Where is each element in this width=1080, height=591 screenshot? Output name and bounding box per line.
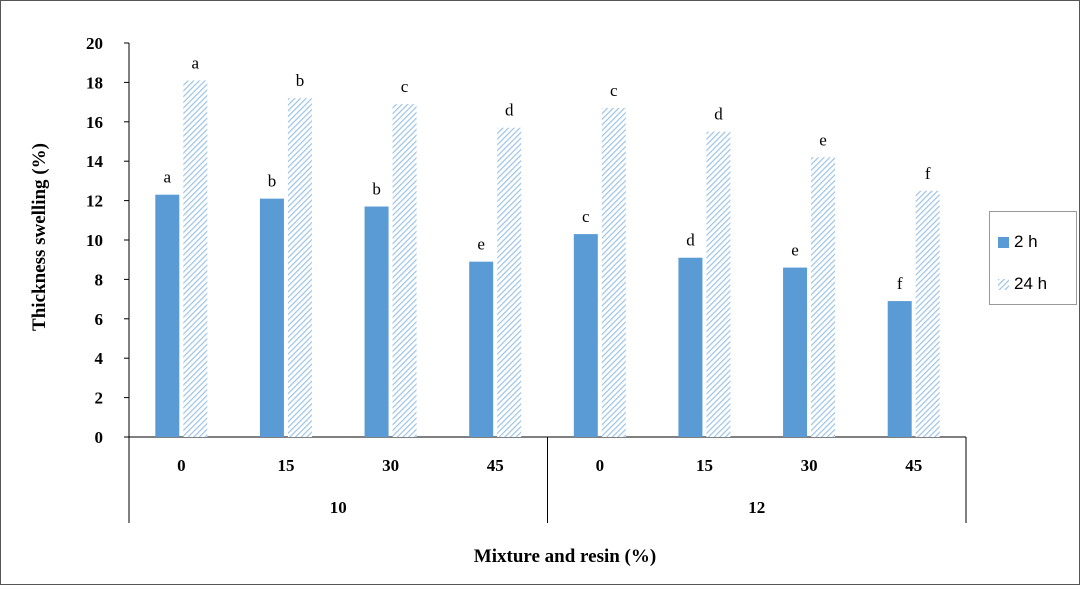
significance-letter: e <box>819 130 827 149</box>
x-tick-label: 45 <box>487 456 504 475</box>
significance-letter: f <box>897 274 903 293</box>
legend-item-2h: 2 h <box>998 232 1038 252</box>
significance-letter: d <box>686 231 695 250</box>
significance-letter: e <box>477 235 485 254</box>
legend-label-2h: 2 h <box>1014 232 1038 251</box>
axes: 0 2 4 6 8 10 12 14 16 18 20 0 15 30 45 0 15 30 45 10 12 <box>86 34 967 523</box>
y-tick-label: 18 <box>86 73 103 92</box>
y-tick-label: 16 <box>86 113 103 132</box>
bar-2h <box>783 267 808 437</box>
y-tick-label: 4 <box>95 349 104 368</box>
significance-letter: c <box>582 207 590 226</box>
bar-24h <box>601 108 626 437</box>
bar-2h <box>469 261 494 437</box>
significance-letter: b <box>296 71 305 90</box>
x-tick-label: 0 <box>596 456 605 475</box>
x-tick-label: 15 <box>277 456 294 475</box>
legend-swatch-24h <box>998 278 1009 290</box>
significance-letter: d <box>505 101 514 120</box>
x-tick-label: 0 <box>177 456 186 475</box>
bar-24h <box>287 98 312 437</box>
legend-label-24h: 24 h <box>1014 274 1048 293</box>
legend: 2 h 24 h <box>989 211 1077 305</box>
labels: a b b e c d e f a b c d c d e f <box>164 53 931 293</box>
bar-24h <box>497 127 522 438</box>
y-tick-label: 6 <box>95 310 104 329</box>
significance-letter: f <box>925 164 931 183</box>
significance-letter: c <box>401 77 409 96</box>
group-label: 10 <box>330 498 347 517</box>
group-label: 12 <box>748 498 765 517</box>
significance-letter: b <box>372 180 381 199</box>
bar-24h <box>706 131 731 437</box>
significance-letter: e <box>791 241 799 260</box>
x-tick-label: 45 <box>905 456 922 475</box>
y-tick-label: 10 <box>86 231 103 250</box>
x-tick-label: 30 <box>801 456 818 475</box>
significance-letter: c <box>610 81 618 100</box>
y-tick-label: 14 <box>86 152 104 171</box>
bar-24h <box>183 80 208 438</box>
y-tick-label: 0 <box>95 428 104 447</box>
y-tick-label: 2 <box>95 389 104 408</box>
y-axis-label: Thickness swelling (%) <box>29 143 50 331</box>
significance-letter: a <box>192 53 200 72</box>
legend-swatch-2h <box>998 236 1009 248</box>
y-tick-label: 20 <box>86 34 103 53</box>
bar-24h <box>392 104 417 437</box>
bar-2h <box>364 206 389 437</box>
x-tick-label: 30 <box>382 456 399 475</box>
bar-2h <box>573 234 598 437</box>
y-tick-label: 12 <box>86 192 103 211</box>
y-tick-label: 8 <box>95 270 104 289</box>
significance-letter: d <box>714 105 723 124</box>
bar-24h <box>811 157 836 437</box>
x-axis-label: Mixture and resin (%) <box>474 546 656 567</box>
x-tick-label: 15 <box>696 456 713 475</box>
significance-letter: b <box>268 172 277 191</box>
bars <box>155 80 940 438</box>
legend-item-24h: 24 h <box>998 274 1047 294</box>
significance-letter: a <box>164 168 172 187</box>
bar-2h <box>155 194 180 437</box>
bar-2h <box>887 301 912 437</box>
bar-2h <box>259 198 284 437</box>
bar-2h <box>678 257 703 437</box>
bar-24h <box>915 190 940 437</box>
